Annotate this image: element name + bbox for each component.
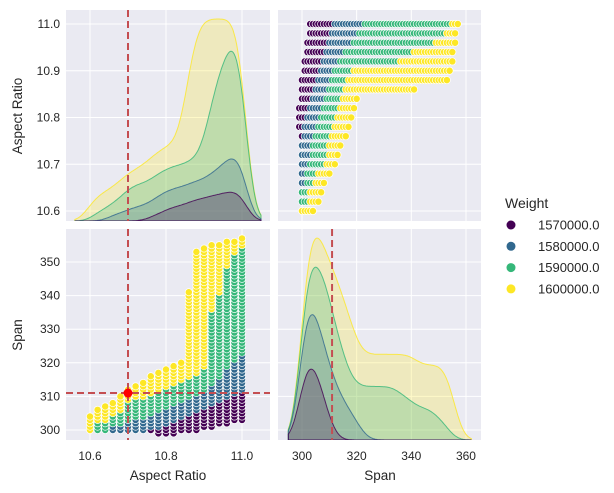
scatter-point bbox=[451, 29, 459, 38]
scatter-point bbox=[200, 244, 208, 253]
scatter-point bbox=[139, 379, 148, 387]
scatter-point bbox=[230, 237, 239, 246]
tick-label: 10.7 bbox=[37, 157, 61, 171]
x-axis-label-aspect-ratio: Aspect Ratio bbox=[130, 468, 207, 483]
scatter-point bbox=[108, 399, 117, 408]
scatter-point bbox=[93, 405, 102, 414]
scatter-point bbox=[410, 85, 419, 94]
scatter-point bbox=[448, 57, 457, 66]
tick-label: 340 bbox=[40, 289, 60, 303]
scatter-point bbox=[215, 241, 224, 250]
tick-label: 11.0 bbox=[231, 449, 254, 463]
legend-label: 1570000.0 bbox=[538, 218, 599, 233]
scatter-point bbox=[116, 392, 125, 401]
scatter-point bbox=[442, 76, 451, 85]
scatter-point bbox=[86, 412, 94, 421]
legend-marker bbox=[506, 284, 516, 294]
scatter-point bbox=[319, 178, 328, 187]
scatter-point bbox=[341, 132, 350, 141]
legend-marker bbox=[506, 220, 516, 230]
scatter-point bbox=[222, 237, 231, 246]
legend-marker bbox=[506, 241, 516, 251]
scatter-point bbox=[325, 169, 334, 178]
scatter-point bbox=[448, 48, 457, 57]
scatter-point bbox=[308, 207, 317, 215]
tick-label: 10.8 bbox=[154, 449, 178, 463]
tick-label: 320 bbox=[347, 449, 367, 463]
scatter-point bbox=[162, 365, 170, 374]
panel-bl bbox=[66, 229, 270, 440]
panel-background bbox=[66, 10, 270, 221]
scatter-point bbox=[192, 247, 201, 256]
tick-label: 11.0 bbox=[38, 17, 61, 31]
scatter-point bbox=[317, 188, 326, 197]
tick-label: 10.9 bbox=[37, 64, 61, 78]
tick-label: 10.6 bbox=[37, 204, 61, 218]
panel-br bbox=[278, 229, 481, 440]
legend-label: 1590000.0 bbox=[538, 260, 599, 275]
x-axis-label-span: Span bbox=[364, 468, 396, 483]
tick-label: 300 bbox=[292, 449, 312, 463]
legend: Weight 1570000.0 1580000.0 1590000.0 160000… bbox=[505, 195, 599, 296]
kde-aspect-ratio-0 bbox=[74, 191, 262, 221]
scatter-point bbox=[336, 141, 345, 150]
legend-title: Weight bbox=[505, 195, 548, 211]
tick-label: 320 bbox=[40, 356, 60, 370]
kde-span-2 bbox=[287, 266, 472, 440]
scatter-point bbox=[238, 234, 246, 243]
tick-label: 10.6 bbox=[78, 449, 102, 463]
scatter-point bbox=[146, 372, 155, 381]
legend-label: 1600000.0 bbox=[538, 281, 599, 296]
scatter-point bbox=[347, 113, 356, 122]
tick-label: 340 bbox=[401, 449, 421, 463]
scatter-point bbox=[445, 66, 454, 75]
kde-span-3 bbox=[287, 237, 472, 440]
tick-label: 330 bbox=[40, 322, 60, 336]
scatter-point bbox=[207, 241, 216, 250]
scatter-point bbox=[169, 362, 178, 371]
scatter-point bbox=[177, 358, 186, 367]
panel-background bbox=[278, 229, 481, 440]
panel-tr bbox=[278, 10, 481, 221]
legend-marker bbox=[506, 263, 516, 273]
kde-span-0 bbox=[287, 368, 472, 440]
kde-aspect-ratio-2 bbox=[74, 50, 262, 221]
scatter-point bbox=[330, 160, 339, 169]
y-axis-label-span: Span bbox=[10, 319, 25, 351]
scatter-point bbox=[154, 368, 163, 377]
kde-aspect-ratio-1 bbox=[74, 158, 262, 221]
scatter-point bbox=[314, 197, 323, 206]
tick-label: 10.8 bbox=[37, 111, 61, 125]
legend-label: 1580000.0 bbox=[538, 239, 599, 254]
panel-tl bbox=[66, 10, 270, 221]
scatter-point bbox=[131, 382, 140, 391]
scatter-point bbox=[344, 122, 353, 131]
y-axis-label-aspect-ratio: Aspect Ratio bbox=[10, 78, 25, 155]
scatter-point bbox=[453, 20, 462, 28]
scatter-point bbox=[101, 402, 110, 411]
scatter-point bbox=[184, 288, 193, 297]
tick-label: 360 bbox=[456, 449, 476, 463]
tick-label: 300 bbox=[40, 423, 60, 437]
scatter-point bbox=[333, 150, 342, 159]
scatter-point bbox=[451, 38, 459, 47]
scatter-point bbox=[352, 94, 361, 103]
tick-label: 350 bbox=[40, 255, 60, 269]
reference-point bbox=[123, 388, 133, 398]
tick-label: 310 bbox=[40, 389, 60, 403]
scatter-point bbox=[349, 104, 358, 113]
